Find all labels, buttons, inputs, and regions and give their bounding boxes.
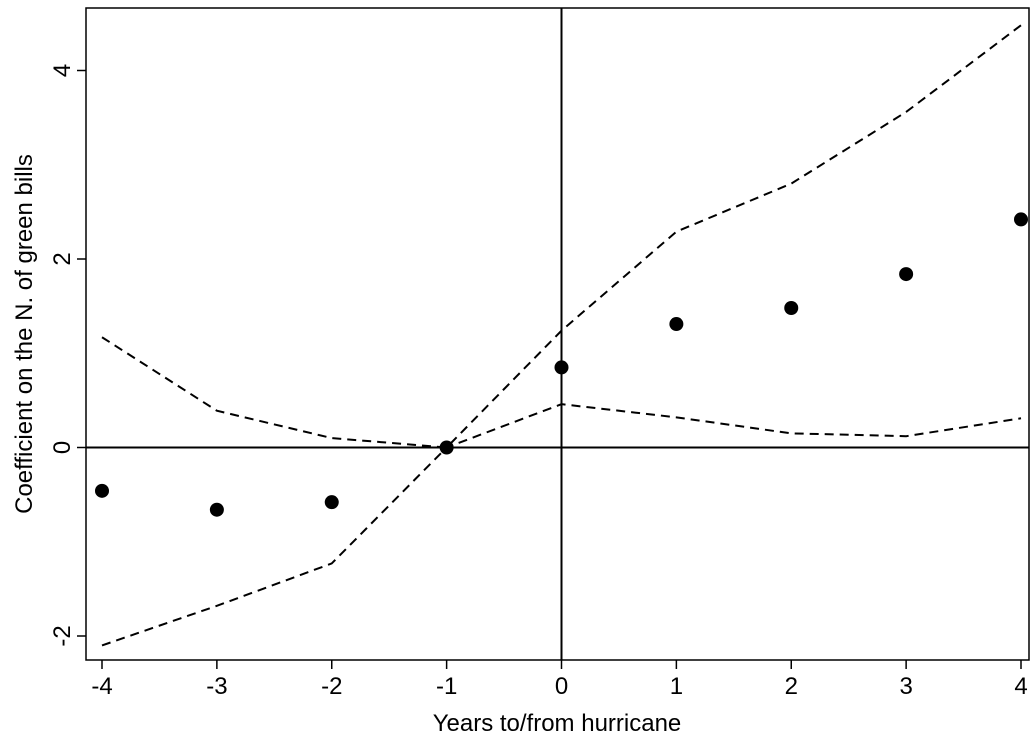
x-tick-label: 1 xyxy=(670,673,683,700)
data-point xyxy=(324,495,339,510)
data-point xyxy=(899,267,914,282)
y-tick-label: 2 xyxy=(49,252,76,265)
x-tick-label: -1 xyxy=(436,673,457,700)
x-axis-ticks: -4 -3 -2 -1 0 1 2 3 4 xyxy=(91,660,1028,700)
data-point xyxy=(95,483,109,498)
x-axis-title: Years to/from hurricane xyxy=(433,710,682,737)
x-tick-label: 2 xyxy=(785,673,798,700)
data-point xyxy=(669,317,684,332)
upper-ci-line xyxy=(101,24,1022,449)
y-axis-title: Coefficient on the N. of green bills xyxy=(11,154,38,514)
data-point xyxy=(784,301,799,316)
data-point xyxy=(439,440,454,455)
x-tick-label: 4 xyxy=(1014,673,1027,700)
y-axis-ticks: -2 0 2 4 xyxy=(49,64,86,647)
y-tick-label: 4 xyxy=(49,64,76,77)
x-tick-label: -3 xyxy=(206,673,227,700)
data-point xyxy=(554,360,569,375)
lower-ci-line xyxy=(101,403,1022,647)
plot-frame xyxy=(85,7,1030,661)
data-point xyxy=(209,502,224,517)
y-tick-label: 0 xyxy=(49,441,76,454)
x-tick-label: -4 xyxy=(91,673,112,700)
confidence-interval-lines xyxy=(101,24,1022,647)
x-tick-label: -2 xyxy=(321,673,342,700)
x-tick-label: 0 xyxy=(555,673,568,700)
y-tick-label: -2 xyxy=(49,625,76,646)
point-estimates xyxy=(95,212,1028,517)
data-point xyxy=(1014,212,1028,227)
x-tick-label: 3 xyxy=(899,673,912,700)
